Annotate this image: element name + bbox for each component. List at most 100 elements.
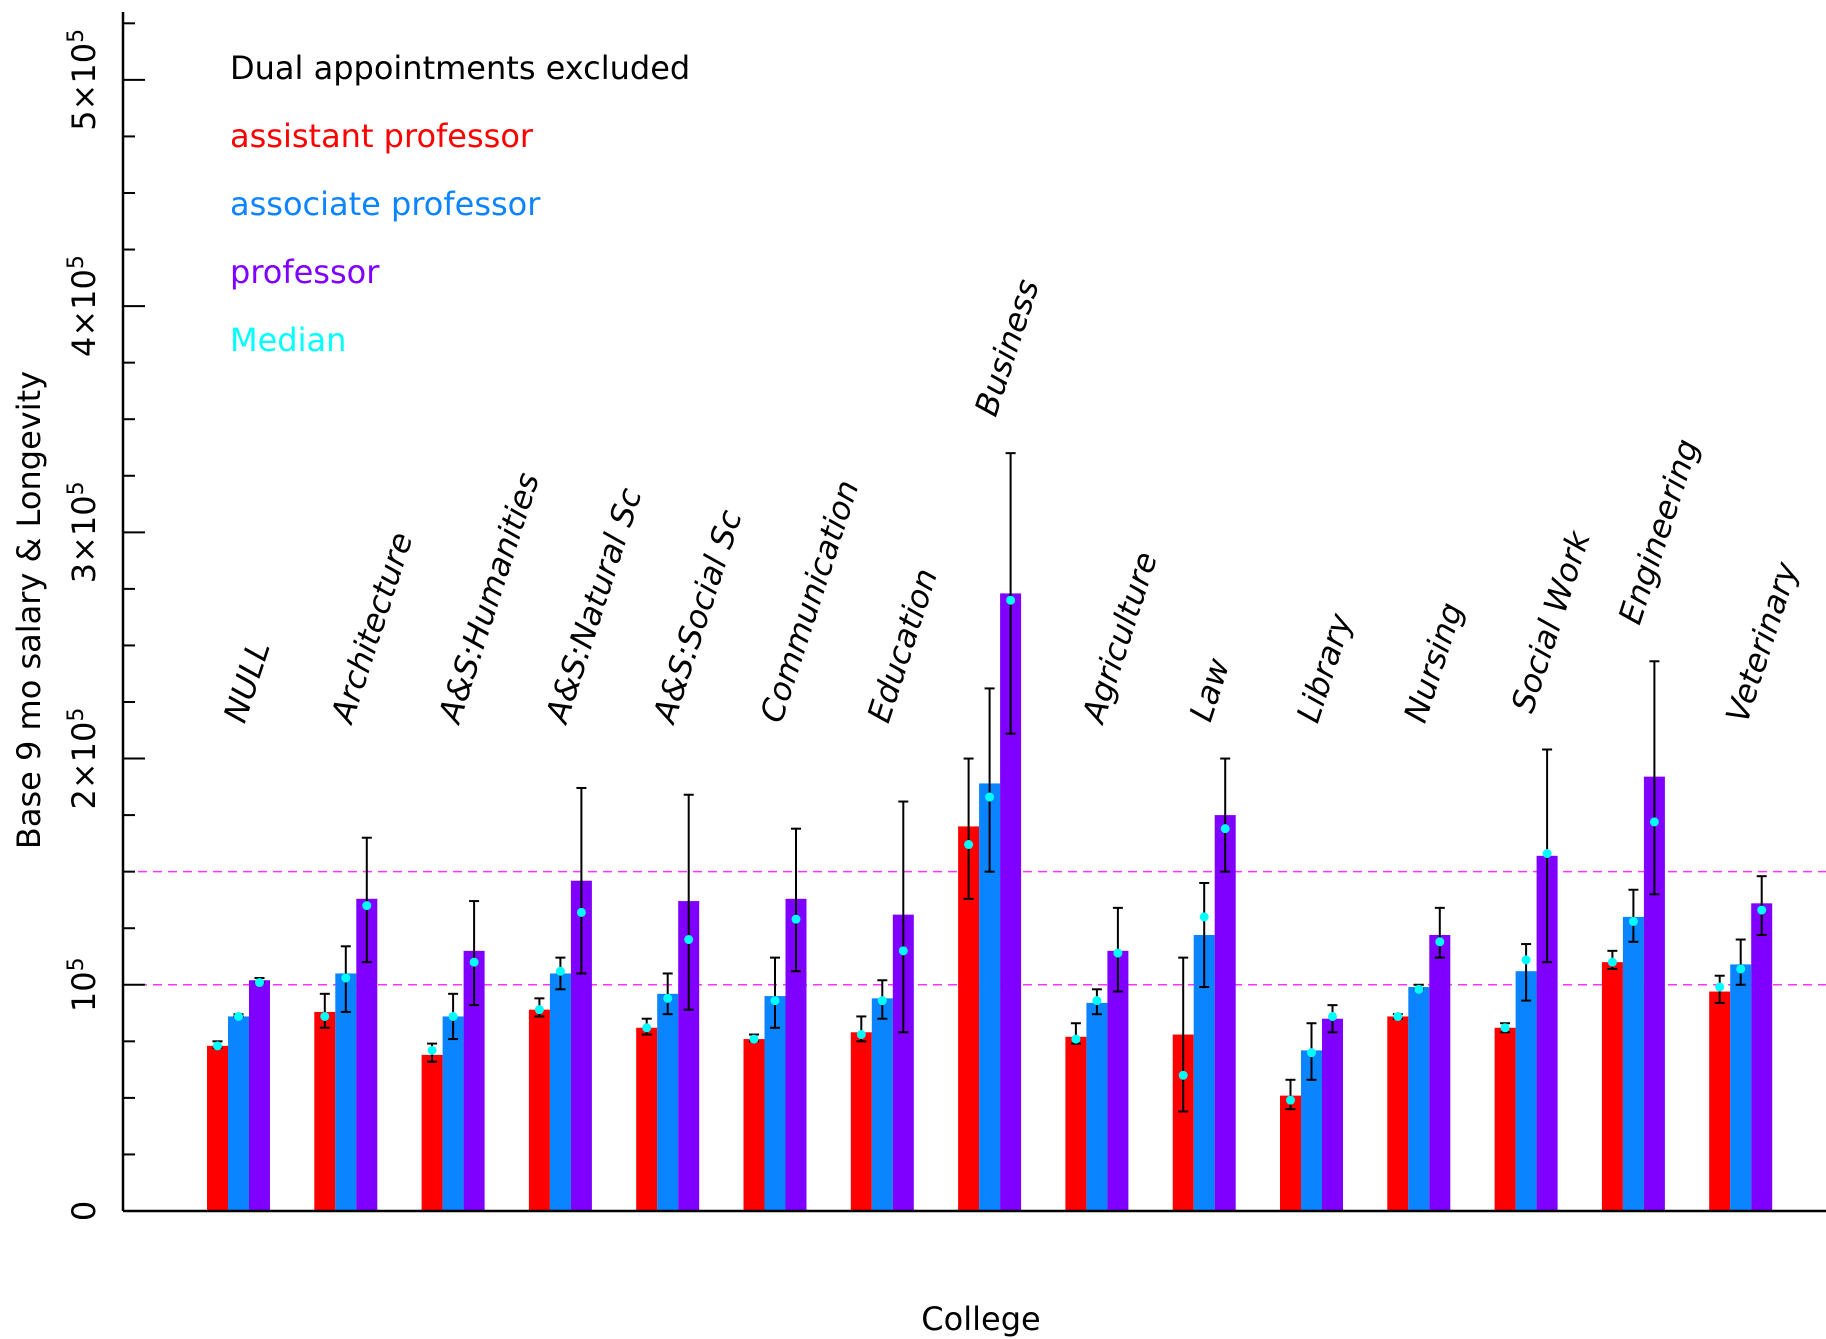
category-label: Law bbox=[1182, 653, 1238, 726]
bar bbox=[871, 998, 893, 1211]
median-marker bbox=[1286, 1095, 1295, 1105]
y-tick-label: 105 bbox=[64, 957, 103, 1012]
bar bbox=[1429, 935, 1451, 1211]
bar bbox=[1601, 962, 1623, 1211]
median-marker bbox=[1113, 948, 1123, 958]
median-marker bbox=[213, 1041, 222, 1051]
bar bbox=[228, 1016, 249, 1211]
bar bbox=[785, 898, 807, 1211]
median-marker bbox=[1435, 937, 1445, 947]
bar bbox=[314, 1011, 336, 1211]
y-tick-label: 4×105 bbox=[64, 255, 103, 357]
median-marker bbox=[469, 957, 479, 967]
median-marker bbox=[341, 973, 351, 983]
y-ticks: 0 105 2×105 3×105 4×105 5×105 bbox=[64, 22, 145, 1221]
median-marker bbox=[663, 993, 673, 1003]
category-label: Veterinary bbox=[1718, 556, 1806, 727]
bar bbox=[892, 914, 914, 1211]
y-axis-title: Base 9 mo salary & Longevity bbox=[10, 371, 48, 849]
median-marker bbox=[1414, 984, 1424, 994]
bar bbox=[463, 950, 485, 1211]
bar bbox=[1622, 916, 1644, 1211]
category-label: Social Work bbox=[1504, 525, 1599, 717]
median-markers-layer bbox=[213, 595, 1767, 1105]
median-marker bbox=[1199, 912, 1209, 922]
category-label: Architecture bbox=[323, 528, 421, 729]
category-label: A&S:Humanities bbox=[430, 468, 547, 729]
category-label: A&S:Natural Sc bbox=[537, 483, 649, 729]
y-tick-label: 3×105 bbox=[64, 481, 103, 583]
y-tick-label: 0 bbox=[65, 1201, 103, 1221]
bar bbox=[1494, 1027, 1516, 1211]
bars-layer bbox=[207, 593, 1773, 1211]
bar bbox=[1301, 1050, 1322, 1211]
category-label: Engineering bbox=[1611, 434, 1706, 628]
bar bbox=[1280, 1095, 1301, 1211]
median-marker bbox=[1628, 916, 1638, 926]
legend-entry: assistant professor bbox=[230, 117, 534, 155]
median-marker bbox=[1071, 1034, 1081, 1044]
bar bbox=[421, 1054, 443, 1211]
y-tick-label: 2×105 bbox=[64, 708, 103, 810]
bar bbox=[1065, 1036, 1087, 1211]
bar bbox=[207, 1045, 228, 1211]
x-axis-title: College bbox=[921, 1300, 1040, 1338]
median-marker bbox=[791, 914, 801, 924]
median-marker bbox=[770, 996, 780, 1006]
median-marker bbox=[877, 996, 887, 1006]
median-marker bbox=[576, 907, 586, 917]
bar bbox=[1086, 1002, 1108, 1211]
category-label: NULL bbox=[216, 636, 278, 727]
category-label: Communication bbox=[752, 475, 866, 727]
legend-entry: associate professor bbox=[230, 185, 541, 223]
bar bbox=[549, 973, 571, 1211]
error-bars-layer bbox=[212, 452, 1767, 1113]
legend-note: Dual appointments excluded bbox=[230, 49, 690, 87]
legend: Dual appointments excluded assistant pro… bbox=[230, 49, 690, 359]
median-marker bbox=[1607, 957, 1617, 967]
median-marker bbox=[749, 1034, 759, 1044]
median-marker bbox=[1307, 1048, 1316, 1058]
bar bbox=[850, 1032, 872, 1211]
median-marker bbox=[1649, 817, 1659, 827]
bar bbox=[1322, 1018, 1343, 1211]
median-marker bbox=[964, 840, 974, 850]
median-marker bbox=[642, 1023, 652, 1033]
bar bbox=[1730, 964, 1752, 1211]
bar bbox=[636, 1027, 658, 1211]
bar bbox=[764, 996, 786, 1211]
median-marker bbox=[534, 1005, 544, 1015]
median-marker bbox=[1006, 595, 1016, 605]
median-marker bbox=[1757, 905, 1767, 915]
bar bbox=[743, 1039, 765, 1211]
bar bbox=[1000, 593, 1022, 1211]
median-marker bbox=[898, 946, 908, 956]
bar bbox=[1193, 935, 1215, 1211]
category-label: Nursing bbox=[1396, 598, 1470, 727]
median-marker bbox=[555, 966, 565, 976]
bar bbox=[1515, 971, 1537, 1211]
median-marker bbox=[1500, 1023, 1510, 1033]
category-label: Library bbox=[1289, 608, 1360, 727]
bar bbox=[442, 1016, 464, 1211]
category-label: Business bbox=[967, 275, 1047, 421]
median-marker bbox=[1220, 824, 1230, 834]
bar bbox=[356, 898, 378, 1211]
median-marker bbox=[1178, 1070, 1188, 1080]
median-marker bbox=[255, 978, 264, 988]
median-marker bbox=[1328, 1011, 1337, 1021]
bar bbox=[958, 826, 980, 1211]
median-marker bbox=[1092, 996, 1102, 1006]
bar bbox=[1709, 991, 1731, 1211]
bar bbox=[1214, 815, 1236, 1211]
bar bbox=[1751, 903, 1773, 1211]
median-marker bbox=[320, 1011, 330, 1021]
category-label: Agriculture bbox=[1074, 547, 1165, 729]
legend-entry: Median bbox=[230, 321, 346, 359]
bar bbox=[1172, 1034, 1194, 1211]
bar bbox=[249, 980, 270, 1211]
median-marker bbox=[1542, 849, 1552, 859]
median-marker bbox=[1393, 1011, 1403, 1021]
median-marker bbox=[1715, 982, 1725, 992]
